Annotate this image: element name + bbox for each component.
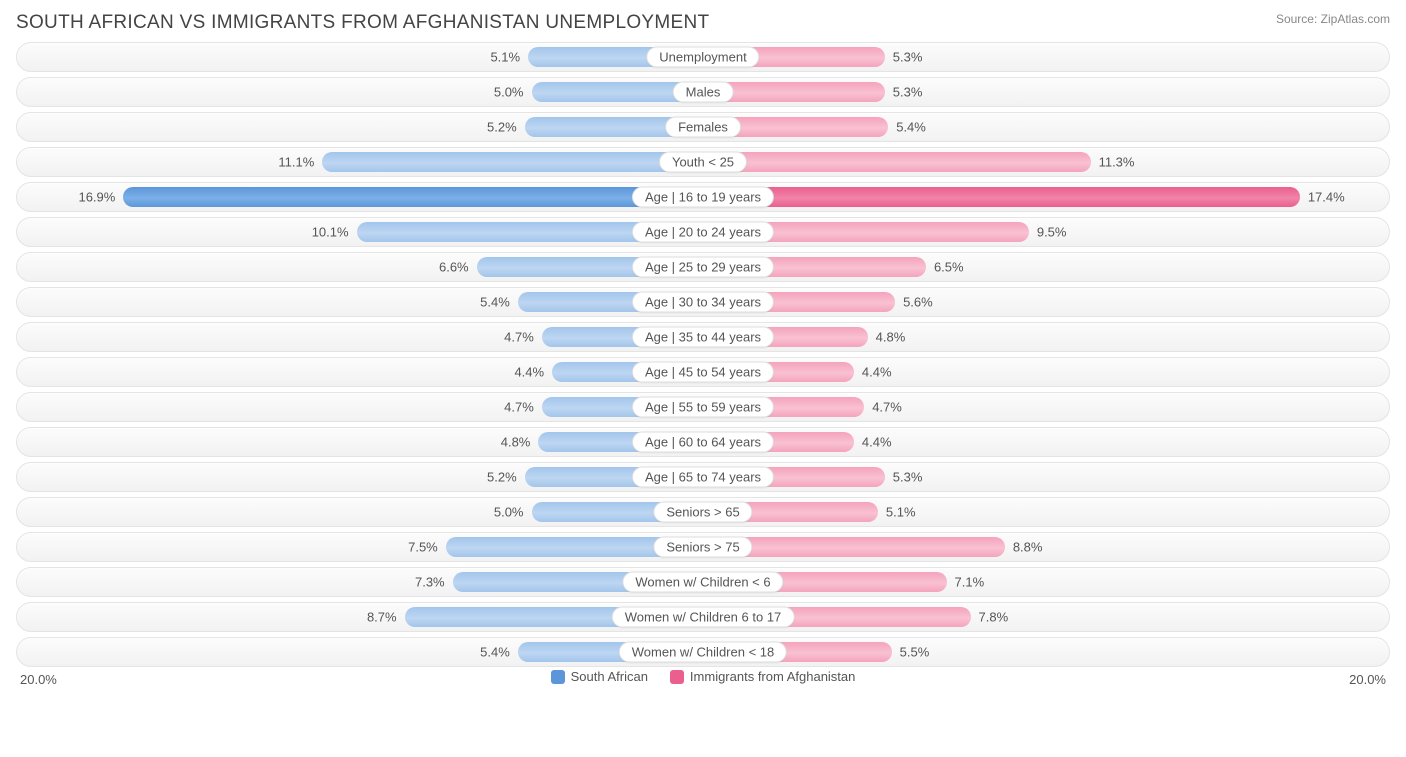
category-label: Youth < 25 — [659, 152, 747, 173]
category-label: Males — [673, 82, 734, 103]
legend-item-right: Immigrants from Afghanistan — [670, 669, 855, 684]
chart-row: 4.7% 4.7% Age | 55 to 59 years — [16, 392, 1390, 422]
chart-row: 11.1% 11.3% Youth < 25 — [16, 147, 1390, 177]
chart-row: 5.0% 5.1% Seniors > 65 — [16, 497, 1390, 527]
chart-row: 4.8% 4.4% Age | 60 to 64 years — [16, 427, 1390, 457]
value-right: 4.8% — [876, 330, 906, 345]
value-right: 9.5% — [1037, 225, 1067, 240]
value-left: 5.0% — [494, 505, 524, 520]
value-left: 5.1% — [490, 50, 520, 65]
chart-row: 5.4% 5.5% Women w/ Children < 18 — [16, 637, 1390, 667]
category-label: Age | 25 to 29 years — [632, 257, 774, 278]
value-right: 5.3% — [893, 50, 923, 65]
value-left: 4.7% — [504, 400, 534, 415]
category-label: Seniors > 75 — [653, 537, 752, 558]
category-label: Age | 65 to 74 years — [632, 467, 774, 488]
value-left: 5.2% — [487, 120, 517, 135]
bar-left — [322, 152, 703, 172]
value-right: 5.4% — [896, 120, 926, 135]
bar-left — [123, 187, 703, 207]
chart-title: SOUTH AFRICAN VS IMMIGRANTS FROM AFGHANI… — [16, 12, 709, 34]
chart-row: 5.1% 5.3% Unemployment — [16, 42, 1390, 72]
chart-row: 5.0% 5.3% Males — [16, 77, 1390, 107]
legend-label-left: South African — [571, 669, 648, 684]
chart-row: 5.2% 5.3% Age | 65 to 74 years — [16, 462, 1390, 492]
value-left: 5.4% — [480, 295, 510, 310]
value-left: 16.9% — [78, 190, 115, 205]
category-label: Age | 20 to 24 years — [632, 222, 774, 243]
chart-row: 6.6% 6.5% Age | 25 to 29 years — [16, 252, 1390, 282]
value-right: 6.5% — [934, 260, 964, 275]
value-right: 5.1% — [886, 505, 916, 520]
legend-swatch-right — [670, 670, 684, 684]
value-left: 4.7% — [504, 330, 534, 345]
category-label: Seniors > 65 — [653, 502, 752, 523]
value-right: 4.4% — [862, 435, 892, 450]
value-right: 7.8% — [979, 610, 1009, 625]
value-left: 5.0% — [494, 85, 524, 100]
value-right: 17.4% — [1308, 190, 1345, 205]
value-right: 4.7% — [872, 400, 902, 415]
bar-right — [703, 187, 1300, 207]
chart-row: 5.4% 5.6% Age | 30 to 34 years — [16, 287, 1390, 317]
butterfly-chart: 5.1% 5.3% Unemployment 5.0% 5.3% Males 5.2% 5.4… — [16, 42, 1390, 667]
category-label: Women w/ Children < 6 — [622, 572, 783, 593]
category-label: Women w/ Children 6 to 17 — [612, 607, 795, 628]
category-label: Age | 30 to 34 years — [632, 292, 774, 313]
legend: South African Immigrants from Afghanista… — [16, 669, 1390, 684]
legend-item-left: South African — [551, 669, 648, 684]
value-right: 5.3% — [893, 85, 923, 100]
chart-row: 16.9% 17.4% Age | 16 to 19 years — [16, 182, 1390, 212]
category-label: Age | 16 to 19 years — [632, 187, 774, 208]
chart-header: SOUTH AFRICAN VS IMMIGRANTS FROM AFGHANI… — [16, 12, 1390, 34]
legend-label-right: Immigrants from Afghanistan — [690, 669, 855, 684]
bar-right — [703, 152, 1091, 172]
value-left: 7.3% — [415, 575, 445, 590]
value-right: 11.3% — [1099, 155, 1135, 170]
value-left: 8.7% — [367, 610, 397, 625]
value-left: 4.4% — [514, 365, 544, 380]
value-left: 7.5% — [408, 540, 438, 555]
axis-right-max: 20.0% — [1349, 672, 1386, 687]
chart-row: 7.3% 7.1% Women w/ Children < 6 — [16, 567, 1390, 597]
value-right: 5.5% — [900, 645, 930, 660]
chart-source: Source: ZipAtlas.com — [1276, 12, 1390, 26]
category-label: Age | 35 to 44 years — [632, 327, 774, 348]
category-label: Age | 60 to 64 years — [632, 432, 774, 453]
value-right: 5.3% — [893, 470, 923, 485]
category-label: Age | 45 to 54 years — [632, 362, 774, 383]
value-left: 11.1% — [278, 155, 314, 170]
value-left: 6.6% — [439, 260, 469, 275]
value-right: 7.1% — [955, 575, 985, 590]
value-left: 5.4% — [480, 645, 510, 660]
chart-row: 5.2% 5.4% Females — [16, 112, 1390, 142]
value-left: 5.2% — [487, 470, 517, 485]
chart-row: 7.5% 8.8% Seniors > 75 — [16, 532, 1390, 562]
chart-row: 10.1% 9.5% Age | 20 to 24 years — [16, 217, 1390, 247]
category-label: Age | 55 to 59 years — [632, 397, 774, 418]
legend-swatch-left — [551, 670, 565, 684]
category-label: Women w/ Children < 18 — [619, 642, 787, 663]
chart-row: 4.7% 4.8% Age | 35 to 44 years — [16, 322, 1390, 352]
value-right: 5.6% — [903, 295, 933, 310]
value-left: 10.1% — [312, 225, 349, 240]
value-right: 4.4% — [862, 365, 892, 380]
category-label: Unemployment — [646, 47, 759, 68]
chart-row: 4.4% 4.4% Age | 45 to 54 years — [16, 357, 1390, 387]
value-right: 8.8% — [1013, 540, 1043, 555]
category-label: Females — [665, 117, 741, 138]
chart-row: 8.7% 7.8% Women w/ Children 6 to 17 — [16, 602, 1390, 632]
value-left: 4.8% — [501, 435, 531, 450]
axis-left-max: 20.0% — [20, 672, 57, 687]
